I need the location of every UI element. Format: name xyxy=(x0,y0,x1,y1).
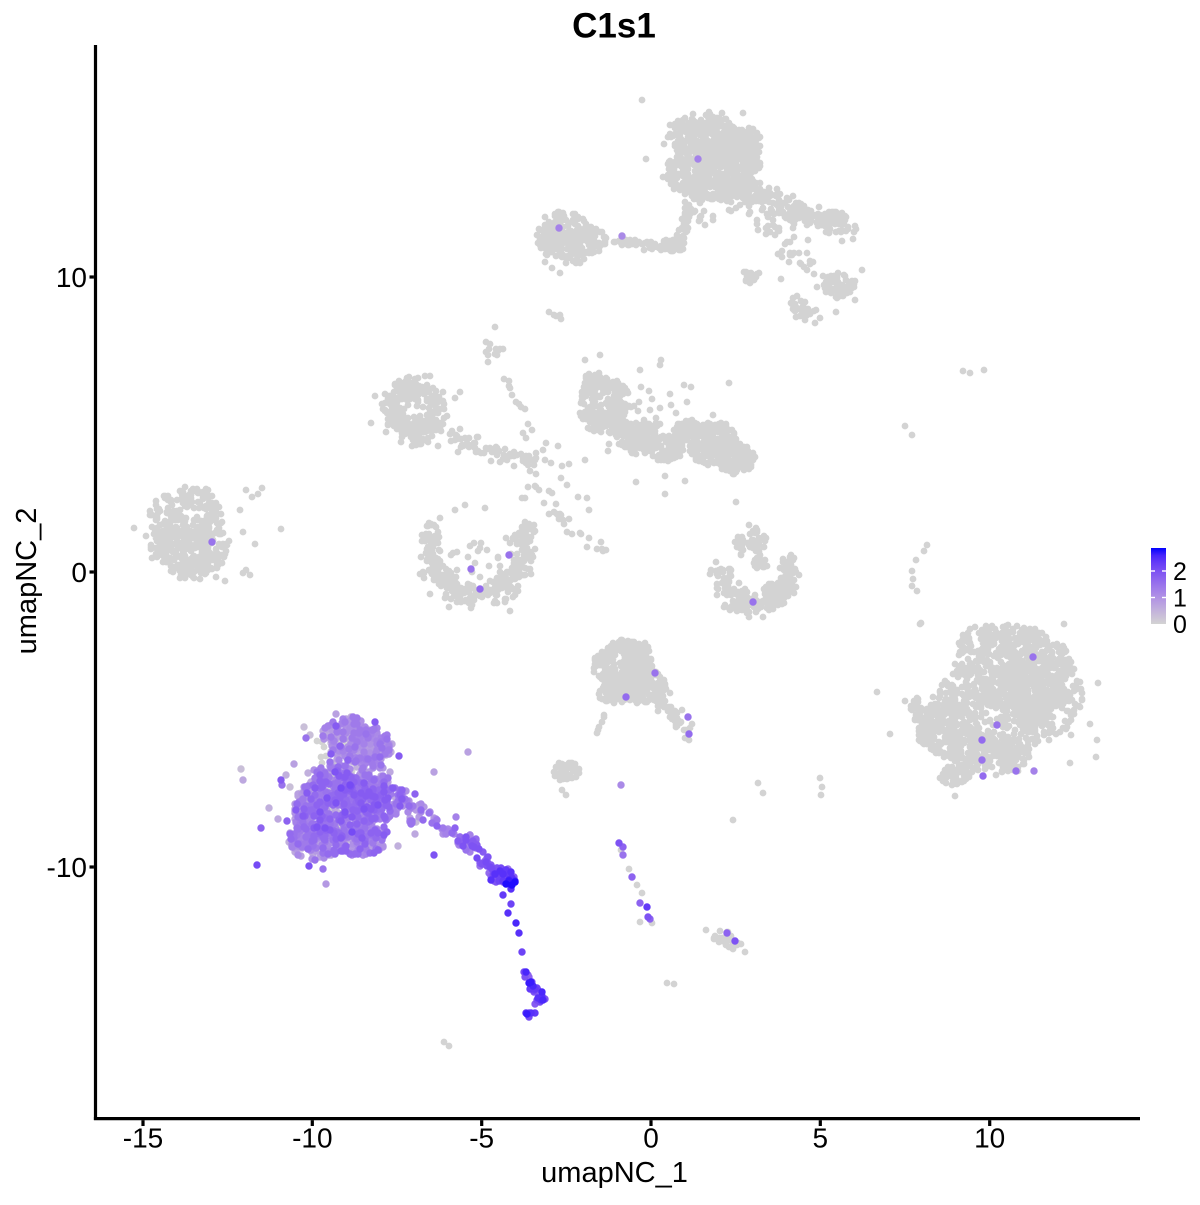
svg-text:umapNC_2: umapNC_2 xyxy=(11,508,43,655)
svg-text:10: 10 xyxy=(56,262,87,293)
svg-text:1: 1 xyxy=(1173,585,1187,613)
svg-text:0: 0 xyxy=(1173,611,1187,639)
svg-text:-15: -15 xyxy=(123,1123,163,1154)
svg-text:umapNC_1: umapNC_1 xyxy=(541,1157,688,1189)
svg-text:C1s1: C1s1 xyxy=(572,7,656,46)
svg-text:5: 5 xyxy=(813,1123,829,1154)
svg-text:0: 0 xyxy=(71,557,87,588)
svg-text:-10: -10 xyxy=(292,1123,332,1154)
svg-text:-10: -10 xyxy=(47,852,87,883)
svg-text:-5: -5 xyxy=(469,1123,494,1154)
svg-text:10: 10 xyxy=(974,1123,1005,1154)
svg-text:2: 2 xyxy=(1173,558,1187,586)
svg-text:0: 0 xyxy=(643,1123,659,1154)
